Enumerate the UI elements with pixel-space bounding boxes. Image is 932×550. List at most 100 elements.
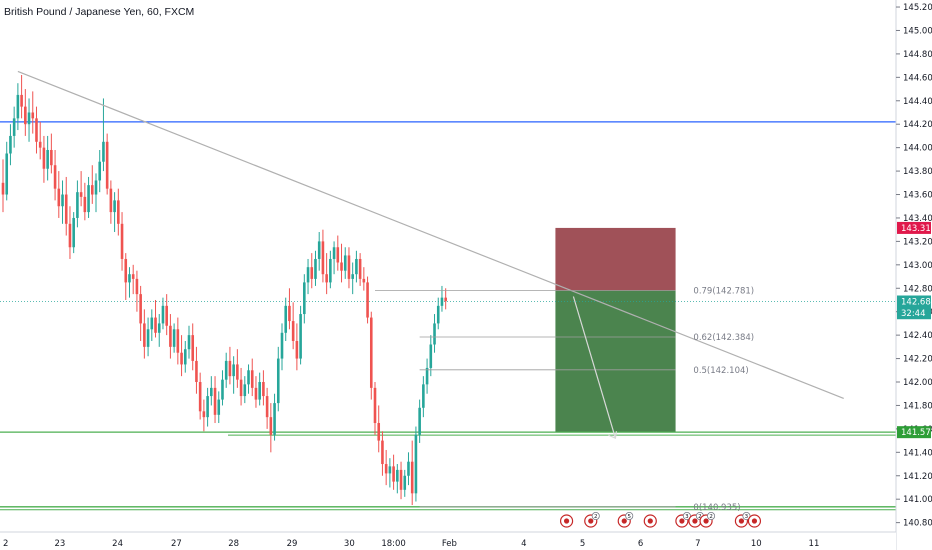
candle-body bbox=[321, 241, 325, 275]
candle-body bbox=[239, 379, 243, 397]
candle-body bbox=[425, 367, 429, 385]
candle-body bbox=[128, 274, 131, 283]
candle-body bbox=[373, 387, 377, 424]
candle-body bbox=[422, 384, 425, 408]
price-tick-label: 143.200 bbox=[903, 237, 932, 247]
price-tick-label: 142.800 bbox=[903, 284, 932, 294]
candle-body bbox=[310, 267, 314, 279]
event-count-badge bbox=[707, 512, 716, 521]
time-tick-label: 4 bbox=[521, 539, 526, 549]
price-tick-label: 142.200 bbox=[903, 355, 932, 365]
candle-body bbox=[16, 94, 20, 119]
candle-body bbox=[120, 223, 124, 259]
event-count-label: 2 bbox=[594, 514, 598, 520]
candle-body bbox=[42, 147, 46, 169]
candle-body bbox=[139, 294, 142, 324]
candle-body bbox=[206, 396, 209, 418]
candle-body bbox=[269, 417, 273, 435]
candle-body bbox=[224, 360, 228, 380]
candle-body bbox=[436, 305, 440, 324]
price-tick-label: 141.400 bbox=[903, 448, 932, 458]
candle-body bbox=[247, 370, 250, 385]
candle-body bbox=[381, 440, 384, 465]
candle-body bbox=[105, 141, 109, 189]
candle-body bbox=[50, 149, 53, 166]
time-tick-label: 6 bbox=[638, 539, 643, 549]
candle-body bbox=[150, 317, 154, 330]
candle-body bbox=[243, 384, 247, 397]
event-count-label: 5 bbox=[627, 514, 631, 520]
price-tick-label: 141.000 bbox=[903, 495, 932, 505]
candle-body bbox=[187, 335, 191, 350]
candle-body bbox=[221, 379, 224, 400]
time-tick-label: 7 bbox=[695, 539, 700, 549]
time-tick-label: Feb bbox=[442, 539, 457, 549]
candle-body bbox=[314, 258, 317, 279]
price-tick-label: 144.400 bbox=[903, 97, 932, 107]
event-count-badge bbox=[742, 512, 751, 521]
candle-body bbox=[124, 258, 128, 283]
candle-body bbox=[362, 278, 366, 283]
candle-body bbox=[195, 360, 198, 383]
take-profit-zone[interactable] bbox=[555, 290, 676, 433]
candle-body bbox=[79, 192, 83, 197]
event-marker-dot bbox=[588, 518, 594, 524]
candle-body bbox=[329, 258, 332, 283]
time-tick-label: 11 bbox=[809, 539, 820, 549]
fib-level-label: 0.79(142.781) bbox=[693, 286, 754, 296]
candle-body bbox=[347, 255, 351, 279]
candles bbox=[1, 74, 447, 506]
price-tick-label: 141.800 bbox=[903, 401, 932, 411]
candle-body bbox=[90, 185, 94, 195]
candle-body bbox=[102, 141, 105, 162]
candle-body bbox=[306, 267, 310, 283]
candle-body bbox=[433, 323, 436, 345]
projection-arrow[interactable] bbox=[572, 296, 616, 439]
price-tag bbox=[897, 295, 931, 308]
price-tick-label: 144.200 bbox=[903, 120, 932, 130]
price-tag bbox=[897, 221, 931, 234]
event-count-label: 3 bbox=[685, 514, 689, 520]
price-axis: 140.800141.000141.200141.400141.600141.8… bbox=[895, 0, 932, 550]
price-tick-label: 142.400 bbox=[903, 331, 932, 341]
candle-body bbox=[57, 188, 61, 207]
candle-body bbox=[165, 305, 168, 326]
position-zones bbox=[555, 227, 676, 433]
candle-body bbox=[303, 282, 306, 315]
candle-body bbox=[388, 466, 392, 474]
trend-line[interactable] bbox=[17, 70, 844, 399]
candle-body bbox=[35, 118, 38, 142]
candle-body bbox=[38, 141, 42, 148]
candle-body bbox=[355, 258, 358, 275]
event-marker-dot bbox=[692, 518, 698, 524]
price-tick-label: 142.000 bbox=[903, 378, 932, 388]
candle-body bbox=[172, 329, 176, 347]
time-tick-label: 2 bbox=[3, 539, 8, 549]
fib-level-label: 0.62(142.384) bbox=[693, 333, 754, 343]
price-tick-label: 140.800 bbox=[903, 519, 932, 529]
price-tick-label: 145.000 bbox=[903, 26, 932, 36]
candle-body bbox=[236, 364, 239, 380]
candle-body bbox=[180, 352, 183, 365]
candle-body bbox=[113, 200, 116, 213]
time-tick-label: 5 bbox=[580, 539, 585, 549]
time-axis-background bbox=[0, 532, 896, 550]
price-tick-label: 143.400 bbox=[903, 214, 932, 224]
time-tick-label: 24 bbox=[112, 539, 123, 549]
candle-body bbox=[131, 274, 135, 279]
time-tick-label: 10 bbox=[751, 539, 762, 549]
candle-body bbox=[444, 297, 447, 302]
candle-body bbox=[254, 387, 258, 400]
candle-body bbox=[343, 255, 347, 271]
event-count-badge bbox=[625, 512, 634, 521]
candle-body bbox=[198, 382, 202, 412]
candle-body bbox=[396, 469, 399, 482]
candle-body bbox=[232, 364, 235, 377]
candle-body bbox=[217, 399, 221, 415]
stop-loss-zone[interactable] bbox=[555, 227, 676, 291]
candle-body bbox=[53, 165, 57, 189]
candle-body bbox=[384, 464, 388, 474]
event-marker-dot bbox=[647, 518, 653, 524]
candle-body bbox=[213, 387, 217, 415]
